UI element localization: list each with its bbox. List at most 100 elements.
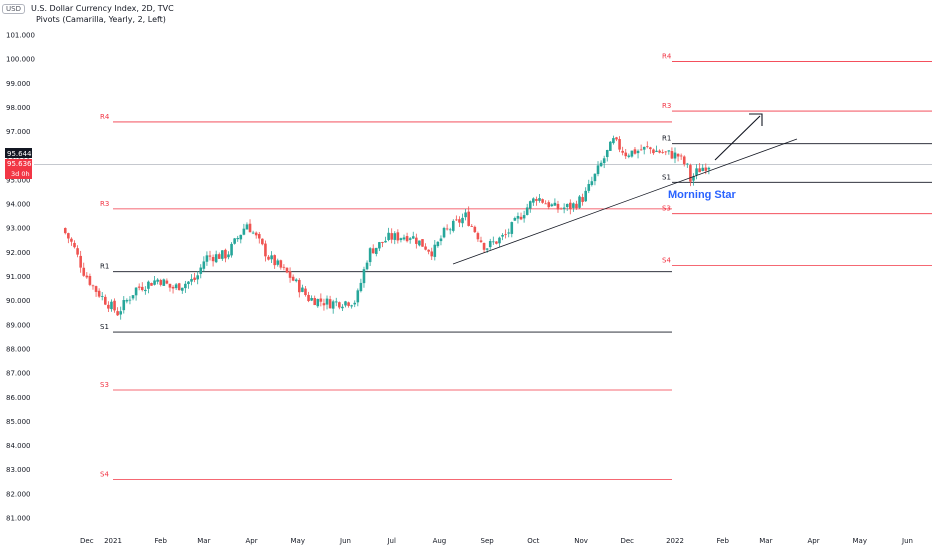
trendline-support[interactable] bbox=[452, 138, 798, 265]
candle-body bbox=[593, 173, 597, 182]
candle-body bbox=[547, 202, 551, 208]
candle-body bbox=[686, 163, 689, 165]
x-tick-label: Feb bbox=[155, 537, 168, 545]
indicator-legend[interactable]: Pivots (Camarilla, Yearly, 2, Left) bbox=[36, 15, 166, 24]
candle-body bbox=[402, 237, 406, 240]
candle-body bbox=[193, 277, 196, 280]
candle-body bbox=[639, 149, 643, 151]
candle-body bbox=[254, 232, 258, 236]
candle-body bbox=[119, 311, 122, 315]
candle-body bbox=[371, 248, 375, 254]
price-axis[interactable]: 81.000 82.000 83.000 84.000 85.000 86.000 87.0… bbox=[6, 32, 35, 523]
candle-body bbox=[572, 203, 575, 208]
currency-badge[interactable]: USD bbox=[2, 4, 25, 14]
pivot-label: S1 bbox=[662, 173, 671, 181]
candle-body bbox=[153, 280, 156, 285]
x-tick-label: Mar bbox=[759, 537, 772, 545]
candle-body bbox=[110, 301, 113, 310]
candle-body bbox=[704, 167, 708, 171]
candle-body bbox=[362, 269, 366, 284]
candle-body bbox=[408, 238, 412, 240]
candle-body bbox=[679, 155, 683, 157]
morning-star-label[interactable]: Morning Star bbox=[668, 189, 737, 201]
x-tick-label: 2021 bbox=[104, 537, 122, 545]
price-badge-last-text: 95.644 bbox=[7, 150, 32, 158]
y-tick-label: 86.000 bbox=[6, 394, 31, 402]
candle-body bbox=[310, 297, 313, 301]
y-tick-label: 100.000 bbox=[6, 56, 35, 64]
candle-body bbox=[482, 242, 486, 250]
candle-body bbox=[100, 296, 104, 297]
x-tick-label: Jun bbox=[901, 537, 913, 545]
candle-body bbox=[251, 232, 255, 234]
pivot-label: R1 bbox=[100, 263, 109, 271]
candle-body bbox=[664, 151, 668, 153]
y-tick-label: 89.000 bbox=[6, 321, 31, 329]
candle-body bbox=[279, 260, 283, 268]
candle-body bbox=[411, 236, 415, 239]
candle-body bbox=[609, 141, 612, 151]
candle-body bbox=[85, 275, 89, 278]
candle-body bbox=[510, 222, 514, 234]
candle-body bbox=[673, 152, 677, 159]
candle-body bbox=[328, 299, 332, 309]
candle-body bbox=[682, 156, 686, 165]
candle-body bbox=[578, 196, 581, 208]
candle-body bbox=[433, 244, 437, 257]
candle-body bbox=[261, 238, 264, 245]
candle-body bbox=[624, 152, 628, 157]
candle-body bbox=[347, 302, 350, 306]
candle-body bbox=[421, 239, 424, 247]
candle-body bbox=[344, 301, 347, 306]
candle-body bbox=[227, 254, 230, 258]
candle-body bbox=[448, 229, 452, 231]
candle-body bbox=[442, 227, 446, 238]
candle-body bbox=[544, 203, 547, 205]
candle-body bbox=[599, 162, 603, 167]
chart-title: U.S. Dollar Currency Index, 2D, TVC bbox=[30, 4, 174, 13]
candle-body bbox=[217, 254, 221, 259]
y-tick-label: 90.000 bbox=[6, 297, 31, 305]
candle-body bbox=[661, 152, 664, 153]
projection-arrow[interactable] bbox=[714, 115, 761, 161]
candle-body bbox=[177, 283, 181, 291]
candle-body bbox=[522, 215, 526, 219]
candle-body bbox=[144, 289, 147, 292]
candle-body bbox=[316, 299, 320, 307]
pivot-label: R1 bbox=[662, 135, 671, 143]
candle-body bbox=[140, 286, 144, 291]
x-tick-label: Dec bbox=[620, 537, 634, 545]
candle-body bbox=[430, 251, 434, 257]
candle-body bbox=[630, 150, 634, 157]
candle-body bbox=[236, 238, 240, 240]
candle-body bbox=[291, 276, 295, 281]
candle-body bbox=[208, 255, 212, 257]
candle-body bbox=[63, 228, 67, 234]
y-tick-label: 98.000 bbox=[6, 104, 31, 112]
pivot-label: R3 bbox=[662, 102, 671, 110]
candle-body bbox=[627, 155, 631, 157]
candle-body bbox=[79, 255, 82, 268]
candlestick-series bbox=[63, 135, 711, 320]
x-tick-label: Jun bbox=[339, 537, 351, 545]
candle-body bbox=[541, 199, 544, 203]
trend-drawings[interactable]: Morning Star bbox=[452, 113, 798, 265]
countdown-text: 3d 0h bbox=[11, 170, 30, 178]
candle-body bbox=[381, 241, 384, 243]
candle-body bbox=[396, 232, 400, 241]
candle-body bbox=[301, 287, 304, 292]
candle-body bbox=[159, 280, 163, 285]
candle-body bbox=[676, 153, 680, 157]
candle-body bbox=[224, 249, 227, 259]
candle-body bbox=[211, 257, 215, 262]
time-axis[interactable]: Dec 2021 Feb Mar Apr May Jun Jul Aug Sep Oct Nov Dec… bbox=[80, 537, 913, 545]
candle-body bbox=[353, 302, 357, 305]
candle-body bbox=[365, 262, 369, 270]
pivot-label: S3 bbox=[662, 205, 671, 213]
candle-body bbox=[187, 281, 190, 285]
candle-body bbox=[378, 242, 381, 249]
candle-body bbox=[73, 242, 76, 248]
candle-body bbox=[150, 283, 153, 286]
candle-body bbox=[596, 165, 600, 175]
